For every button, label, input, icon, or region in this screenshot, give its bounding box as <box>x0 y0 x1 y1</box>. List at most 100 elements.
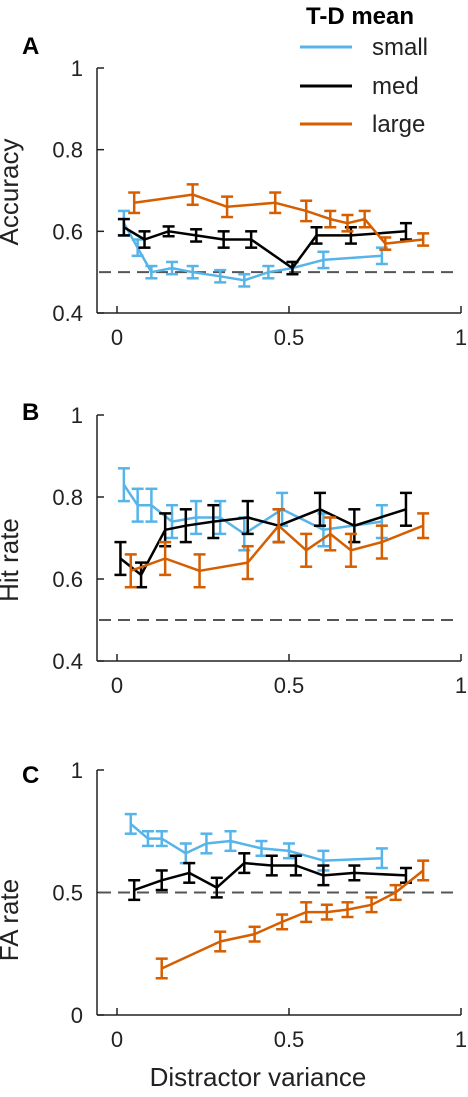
error-bar-large <box>269 191 282 215</box>
y-tick-label: 0.6 <box>52 219 83 244</box>
error-bar-large <box>320 903 333 921</box>
error-bar-small <box>238 272 251 288</box>
error-bar-small <box>200 832 213 855</box>
y-axis-label-accuracy: Accuracy <box>0 139 24 246</box>
error-bar-med <box>179 508 192 544</box>
error-bar-small <box>214 268 227 284</box>
error-bar-large <box>128 191 141 215</box>
error-bar-med <box>162 225 175 238</box>
error-bar-small <box>145 487 158 523</box>
error-bar-large <box>365 896 378 914</box>
error-bar-large <box>241 544 254 581</box>
error-bar-large <box>300 199 313 223</box>
series-line-med <box>119 508 407 577</box>
error-bar-med <box>183 861 196 884</box>
panel-label-a: A <box>22 33 39 60</box>
error-bar-med <box>155 869 168 892</box>
series-line-med <box>133 861 407 892</box>
error-bar-med <box>245 230 258 249</box>
y-tick-label: 1 <box>71 403 83 428</box>
error-bar-small <box>214 499 227 536</box>
error-bar-large <box>214 930 227 953</box>
error-bar-med <box>317 864 330 887</box>
error-bar-small <box>262 264 275 280</box>
error-bar-small <box>131 487 144 523</box>
x-tick-label: 0 <box>111 673 123 698</box>
legend: T-D mean small med large <box>300 3 428 138</box>
error-bar-large <box>155 957 168 980</box>
x-tick-label: 0.5 <box>274 673 305 698</box>
error-bar-large <box>417 859 430 882</box>
error-bar-med <box>238 852 251 875</box>
error-bar-large <box>272 508 285 544</box>
error-bar-large <box>341 213 354 233</box>
x-tick-label: 0.5 <box>274 1027 305 1052</box>
series-line-med <box>123 226 407 270</box>
error-bar-med <box>207 503 220 540</box>
series-line-small <box>122 484 383 536</box>
error-bar-small <box>224 830 237 853</box>
error-bar-small <box>124 812 137 835</box>
error-bar-med <box>348 864 361 882</box>
panel-b: B Hit rate 0.4 0.6 0.8 1 0 0.5 1 <box>0 399 467 698</box>
y-axis-label-fa-rate: FA rate <box>0 879 24 961</box>
legend-label-small: small <box>372 34 428 61</box>
error-bar-med <box>265 854 278 877</box>
error-bar-med <box>399 221 412 241</box>
error-bar-med <box>210 876 223 899</box>
error-bar-large <box>358 209 371 229</box>
panel-label-c: C <box>22 762 39 789</box>
x-tick-label: 1 <box>455 325 467 350</box>
y-tick-label: 0 <box>71 1003 83 1028</box>
legend-title: T-D mean <box>306 3 414 30</box>
error-bar-med <box>114 540 127 577</box>
error-bar-med <box>117 217 130 237</box>
x-tick-label: 0 <box>111 325 123 350</box>
y-tick-label: 0.4 <box>52 301 83 326</box>
error-bar-small <box>166 503 179 540</box>
error-bar-med <box>138 230 151 249</box>
error-bar-small <box>117 467 130 503</box>
error-bar-large <box>221 195 234 219</box>
x-tick-label: 1 <box>455 1027 467 1052</box>
error-bar-med <box>241 499 254 536</box>
error-bar-small <box>145 264 158 280</box>
error-bar-med <box>289 854 302 877</box>
x-tick-label: 0.5 <box>274 325 305 350</box>
panel-label-b: B <box>22 399 39 426</box>
y-tick-label: 0.6 <box>52 567 83 592</box>
error-bar-small <box>186 264 199 280</box>
error-bar-large <box>193 553 206 589</box>
error-bar-small <box>317 250 330 270</box>
legend-label-med: med <box>372 73 419 100</box>
series-line-large <box>161 869 424 970</box>
error-bar-large <box>276 913 289 931</box>
y-tick-label: 1 <box>71 56 83 81</box>
error-bar-large <box>186 183 199 207</box>
error-bar-large <box>417 232 430 247</box>
legend-label-large: large <box>372 111 425 138</box>
series-line-large <box>134 193 424 245</box>
error-bar-med <box>313 491 326 527</box>
y-tick-label: 0.8 <box>52 485 83 510</box>
error-bar-small <box>255 839 268 857</box>
error-bar-large <box>124 553 137 589</box>
x-axis-label: Distractor variance <box>150 1062 367 1092</box>
x-tick-label: 1 <box>455 673 467 698</box>
panel-c: C FA rate 0 0.5 1 0 0.5 1 <box>0 758 467 1052</box>
error-bar-large <box>389 883 402 902</box>
error-bar-large <box>341 901 354 919</box>
y-tick-label: 0.5 <box>52 881 83 906</box>
error-bar-small <box>155 830 168 848</box>
error-bar-small <box>179 842 192 865</box>
error-bar-small <box>190 499 203 536</box>
error-bar-large <box>324 516 337 552</box>
y-tick-label: 0.4 <box>52 649 83 674</box>
error-bar-med <box>128 879 141 902</box>
error-bar-med <box>217 230 230 249</box>
error-bar-large <box>300 532 313 568</box>
y-tick-label: 1 <box>71 758 83 783</box>
error-bar-large <box>375 524 388 560</box>
series-line-small <box>129 822 382 862</box>
